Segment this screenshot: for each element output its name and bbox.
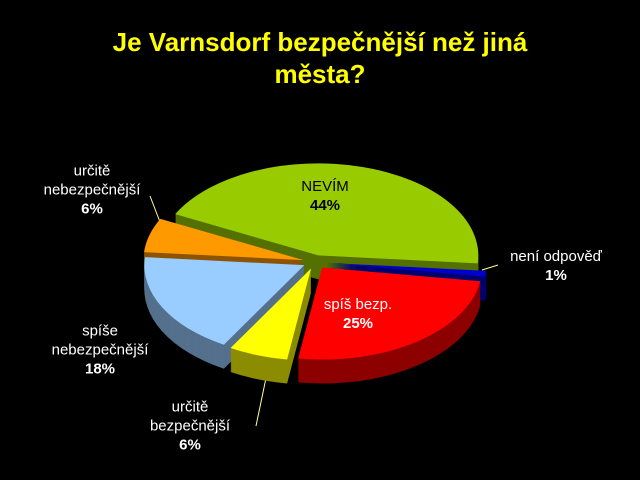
category-label: spíš bezp. — [323, 296, 393, 313]
slice-top — [230, 268, 312, 360]
slice-side — [326, 266, 487, 281]
leader-lines — [149, 195, 499, 427]
slice — [298, 267, 481, 384]
value-label: 6% — [81, 200, 103, 218]
slice-label: spíš bezp. 25% — [288, 295, 428, 333]
slice-label: spíše nebezpečnější 18% — [45, 322, 155, 379]
slice — [230, 268, 312, 384]
value-label: 18% — [84, 360, 116, 378]
slice — [175, 163, 479, 288]
slice-top — [298, 267, 481, 360]
slice — [144, 257, 305, 369]
slice-label: určitě nebezpečnější 6% — [37, 162, 147, 219]
slice-side — [326, 264, 487, 279]
category-label: NEVÍM — [301, 178, 349, 195]
value-label: 44% — [309, 197, 341, 214]
chart-title: Je Varnsdorf bezpečnější než jiná města? — [112, 27, 528, 89]
category-label: určitě bezpečnější — [149, 398, 231, 435]
value-label: 25% — [342, 315, 374, 332]
slice-top — [326, 262, 487, 277]
slice-label: určitě bezpečnější 6% — [135, 398, 245, 455]
value-label: 1% — [545, 267, 567, 284]
leader-line — [255, 377, 267, 427]
slice-side — [326, 267, 487, 282]
leader-line — [149, 195, 161, 223]
category-label: určitě nebezpečnější — [43, 162, 141, 199]
slice-top — [144, 257, 305, 345]
slice-top — [175, 163, 479, 264]
leader-line — [481, 264, 499, 271]
category-label: není odpověď — [510, 248, 602, 265]
slice-label: NEVÍM 44% — [255, 177, 395, 215]
slice-top — [144, 218, 304, 261]
category-label: spíše nebezpečnější — [51, 322, 149, 359]
slice-side — [326, 265, 487, 280]
slice-label: není odpověď 1% — [486, 247, 626, 285]
value-label: 6% — [179, 436, 201, 454]
slice-side — [326, 263, 487, 278]
